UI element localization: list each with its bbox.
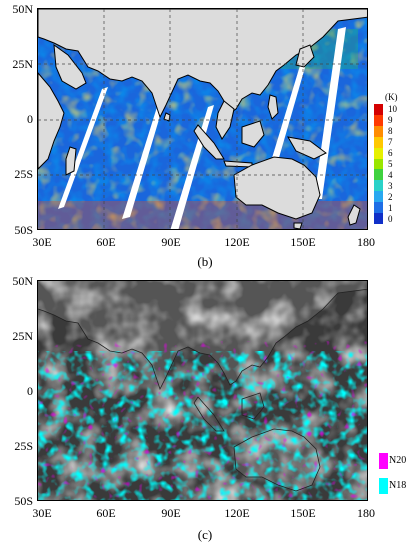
lon-label-120e: 120E: [224, 235, 250, 249]
lat-label-0: 0: [27, 112, 33, 126]
colorbar: [374, 104, 383, 225]
colorbar-segment: [374, 213, 383, 225]
lon-label-60e-c: 60E: [96, 506, 116, 520]
graticule: [38, 9, 367, 229]
lat-label-0-c: 0: [27, 384, 33, 398]
legend-swatch-n20: [379, 453, 388, 469]
colorbar-segment: [374, 136, 383, 149]
swath-gaps: [58, 27, 346, 229]
colorbar-segment: [374, 125, 383, 138]
lon-label-120e-c: 120E: [224, 506, 250, 520]
lat-label-50n-c: 50N: [12, 274, 33, 288]
colorbar-tick-label: 9: [388, 115, 393, 126]
legend-label-n20: N20: [389, 455, 407, 466]
colorbar-segment: [374, 147, 383, 160]
colorbar-tick-label: 7: [388, 137, 393, 148]
colorbar-tick-label: 1: [388, 202, 393, 213]
colorbar-segment: [374, 158, 383, 170]
lon-label-30e: 30E: [32, 235, 52, 249]
colorbar-tick-label: 4: [388, 169, 393, 180]
map-panel-b: [37, 8, 368, 230]
colorbar-segment: [374, 202, 383, 214]
colorbar-tick-label: 5: [388, 159, 393, 169]
lon-label-60e: 60E: [96, 235, 116, 249]
lon-label-90e: 90E: [161, 235, 181, 249]
lat-label-50s-c: 50S: [14, 494, 33, 508]
lat-label-25n: 25N: [12, 57, 33, 71]
colorbar-segment: [374, 191, 383, 203]
lat-label-25s-c: 25S: [14, 439, 33, 453]
lat-label-25n-c: 25N: [12, 329, 33, 343]
lon-label-90e-c: 90E: [161, 506, 181, 520]
colorbar-tick-label: 6: [388, 148, 393, 159]
coastlines: [38, 288, 367, 492]
colorbar-unit: (K): [385, 92, 398, 102]
caption-b: (b): [197, 254, 213, 269]
colorbar-tick-label: 8: [388, 126, 393, 137]
brightness-temperature-map: [38, 9, 367, 229]
lat-label-25s: 25S: [14, 167, 33, 181]
lat-label-50s: 50S: [14, 223, 33, 237]
legend-label-n18: N18: [389, 480, 407, 491]
lon-label-150e: 150E: [290, 235, 316, 249]
map-panel-c: [37, 280, 368, 501]
colorbar-segment: [374, 169, 383, 181]
lon-label-180: 180: [357, 235, 375, 249]
caption-c: (c): [197, 527, 213, 542]
colorbar-tick-label: 10: [388, 104, 397, 115]
lon-label-180-c: 180: [357, 506, 375, 520]
lat-label-50n: 50N: [12, 2, 33, 16]
lon-label-150e-c: 150E: [290, 506, 316, 520]
colorbar-tick-label: 2: [388, 191, 393, 202]
legend-swatch-n18: [379, 478, 388, 494]
colorbar-segment: [374, 180, 383, 192]
colorbar-segment: [374, 104, 383, 116]
lon-label-30e-c: 30E: [32, 506, 52, 520]
satellite-overlay-map: [38, 281, 367, 500]
colorbar-tick-label: 3: [388, 180, 393, 191]
colorbar-segment: [374, 114, 383, 127]
colorbar-tick-label: 0: [388, 213, 393, 224]
